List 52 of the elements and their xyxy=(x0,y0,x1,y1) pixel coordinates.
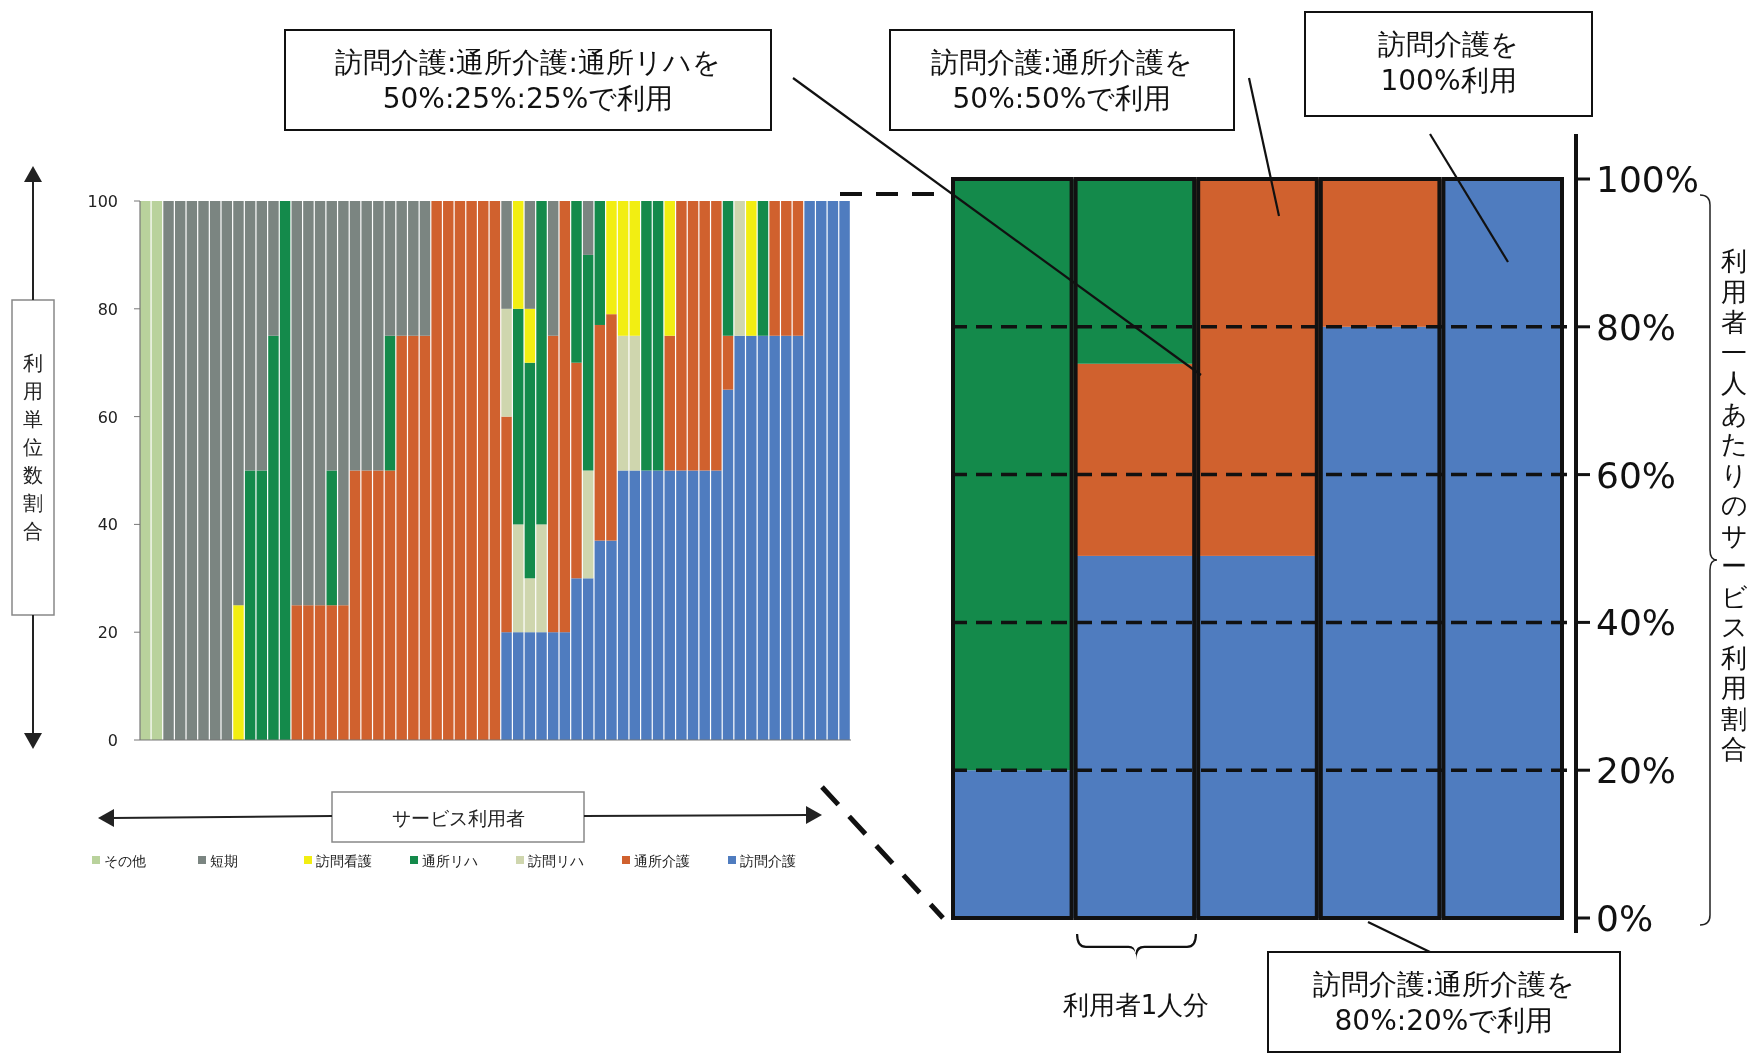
y-tick-label: 40 xyxy=(97,515,118,535)
y-tick-label: 100 xyxy=(87,192,118,211)
legend-label: その他 xyxy=(104,853,146,869)
legend-label: 訪問看護 xyxy=(316,853,372,869)
bar xyxy=(547,335,559,633)
y-tick-label: 80 xyxy=(97,299,118,319)
bar xyxy=(582,201,594,255)
y-tick-label: 100% xyxy=(1596,159,1699,200)
legend-label: 訪問介護 xyxy=(740,853,796,869)
bar xyxy=(746,201,757,336)
y-tick-label: 0 xyxy=(107,731,118,750)
legend-label: 通所リハ xyxy=(422,853,478,869)
x-axis-title: サービス利用者 xyxy=(391,807,525,829)
text: 訪問介護:通所介護を 50%:50%で利用 xyxy=(930,46,1194,115)
y-axis-title: 利用単位数割合 xyxy=(23,351,43,543)
bar xyxy=(594,201,606,325)
text: 利用者1人分 xyxy=(1062,990,1210,1020)
bar xyxy=(151,201,163,740)
bar xyxy=(512,308,524,525)
bar xyxy=(512,201,524,309)
y-tick-label: 80% xyxy=(1596,306,1677,348)
y-tick-label: 60% xyxy=(1596,454,1677,496)
legend-label: 通所介護 xyxy=(634,853,690,869)
bar xyxy=(629,335,640,471)
bar xyxy=(722,201,734,336)
y-tick-label: 60 xyxy=(97,407,118,427)
bar xyxy=(244,470,256,740)
y-tick-label: 20 xyxy=(97,623,118,643)
bar xyxy=(524,201,536,309)
legend-label: 短期 xyxy=(210,853,238,869)
bar xyxy=(326,470,337,606)
text: 利用者一人あたりのサービス利用割合 xyxy=(1720,246,1748,764)
text: 訪問介護:通所介護を 80%:20%で利用 xyxy=(1312,968,1576,1037)
bar xyxy=(512,524,524,633)
bar xyxy=(629,201,640,336)
y-tick-label: 0% xyxy=(1596,898,1654,939)
bar xyxy=(501,201,512,309)
text: 訪問介護を 100%利用 xyxy=(1378,28,1519,97)
bar xyxy=(384,335,396,471)
bar xyxy=(582,470,594,579)
bar xyxy=(524,308,536,363)
bar xyxy=(501,308,512,417)
bar xyxy=(664,201,675,336)
text: 訪問介護:通所介護:通所リハを 50%:25%:25%で利用 xyxy=(335,46,721,115)
y-tick-label: 40% xyxy=(1596,602,1677,644)
bar xyxy=(617,335,629,471)
legend-label: 訪問リハ xyxy=(528,853,584,869)
bar xyxy=(547,201,559,336)
bar xyxy=(757,201,769,336)
y-tick-label: 20% xyxy=(1596,750,1677,792)
bar xyxy=(734,201,745,336)
bar xyxy=(233,605,244,740)
